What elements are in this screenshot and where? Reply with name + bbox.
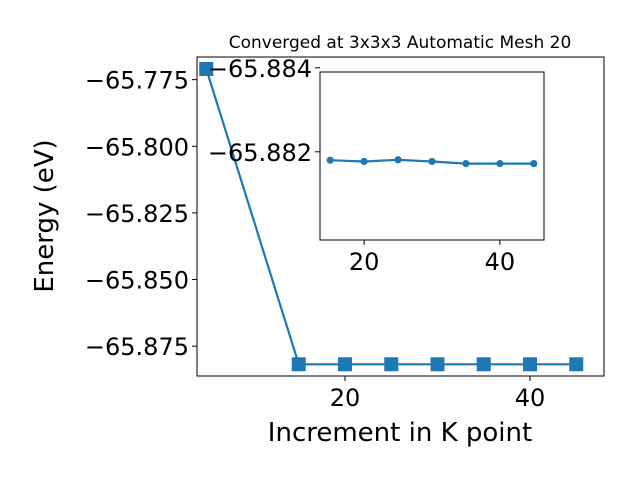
main-ticks: 20 40 −65.775 −65.800 −65.825 −65.850 −65.875	[85, 67, 545, 412]
inset-data-point	[462, 159, 470, 168]
inset-ticks: 20 40 −65.884 −65.882	[208, 55, 515, 276]
main-data-point	[384, 357, 399, 372]
chart-title: Converged at 3x3x3 Automatic Mesh 20	[229, 33, 572, 53]
main-data-point	[476, 357, 491, 372]
main-x-tick-label: 40	[515, 384, 546, 412]
inset-data-point	[394, 156, 402, 164]
inset-x-tick-label: 40	[485, 248, 516, 276]
main-data-point	[338, 357, 352, 372]
inset-x-tick-label: 20	[349, 248, 380, 276]
x-axis-label: Increment in K point	[268, 418, 532, 448]
main-y-tick-label: −65.825	[85, 200, 189, 228]
main-y-tick-label: −65.775	[85, 67, 189, 95]
inset-y-tick-label: −65.882	[208, 139, 312, 167]
inset-plot-frame	[319, 71, 545, 241]
main-data-point	[430, 357, 445, 372]
inset-data-point	[496, 159, 504, 168]
main-data-point	[523, 357, 537, 372]
main-data-point	[291, 357, 306, 372]
main-x-tick-label: 20	[330, 384, 361, 412]
y-axis-label: Energy (eV)	[30, 139, 60, 292]
main-y-tick-label: −65.875	[85, 333, 189, 361]
inset-data-point	[326, 156, 334, 164]
inset-data-point	[360, 157, 368, 166]
inset-y-tick-label: −65.884	[208, 55, 312, 83]
main-series-line	[205, 68, 577, 366]
inset-data-point	[428, 157, 436, 166]
main-y-tick-label: −65.800	[85, 133, 189, 161]
inset-data-point	[530, 159, 538, 168]
main-y-tick-label: −65.850	[85, 267, 189, 295]
main-series	[199, 61, 584, 372]
inset-series	[326, 156, 538, 168]
main-data-point	[569, 357, 584, 372]
main-data-point	[199, 61, 214, 76]
